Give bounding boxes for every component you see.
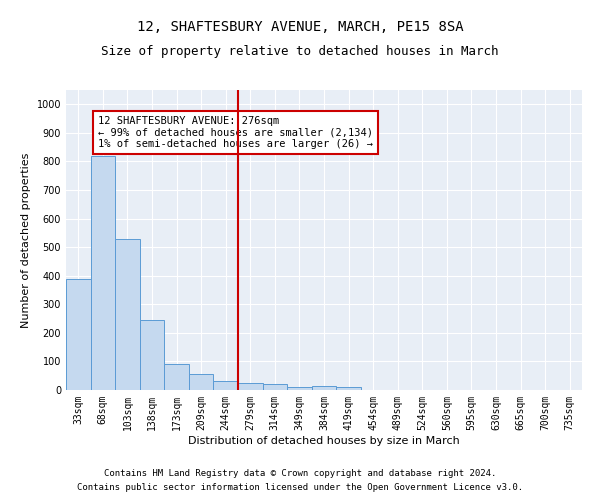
Bar <box>189 374 214 390</box>
Bar <box>66 278 91 390</box>
X-axis label: Distribution of detached houses by size in March: Distribution of detached houses by size … <box>188 436 460 446</box>
Text: 12, SHAFTESBURY AVENUE, MARCH, PE15 8SA: 12, SHAFTESBURY AVENUE, MARCH, PE15 8SA <box>137 20 463 34</box>
Bar <box>214 382 238 390</box>
Bar <box>287 387 312 390</box>
Text: Contains HM Land Registry data © Crown copyright and database right 2024.: Contains HM Land Registry data © Crown c… <box>104 468 496 477</box>
Bar <box>263 384 287 390</box>
Text: Size of property relative to detached houses in March: Size of property relative to detached ho… <box>101 45 499 58</box>
Bar <box>312 386 336 390</box>
Bar <box>336 387 361 390</box>
Bar <box>238 383 263 390</box>
Bar <box>91 156 115 390</box>
Y-axis label: Number of detached properties: Number of detached properties <box>21 152 31 328</box>
Text: 12 SHAFTESBURY AVENUE: 276sqm
← 99% of detached houses are smaller (2,134)
1% of: 12 SHAFTESBURY AVENUE: 276sqm ← 99% of d… <box>98 116 373 149</box>
Bar <box>140 320 164 390</box>
Bar <box>164 364 189 390</box>
Bar <box>115 238 140 390</box>
Text: Contains public sector information licensed under the Open Government Licence v3: Contains public sector information licen… <box>77 484 523 492</box>
